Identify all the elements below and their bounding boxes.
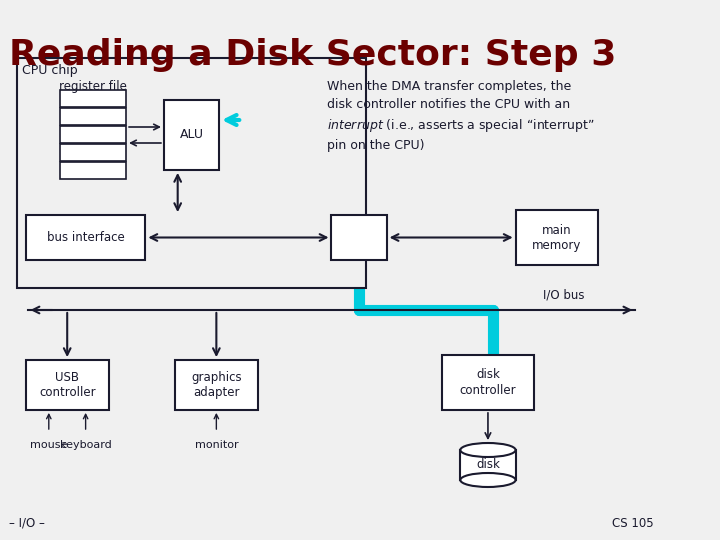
FancyBboxPatch shape [26,360,109,410]
Text: monitor: monitor [194,440,238,450]
Text: main
memory: main memory [532,224,582,252]
Text: disk: disk [476,458,500,471]
FancyBboxPatch shape [175,360,258,410]
Text: mouse: mouse [30,440,68,450]
Text: I/O bus: I/O bus [543,289,585,302]
Ellipse shape [460,443,516,457]
Text: bus interface: bus interface [47,231,125,244]
Text: When the DMA transfer completes, the
disk controller notifies the CPU with an
$\: When the DMA transfer completes, the dis… [327,80,595,152]
Text: CS 105: CS 105 [612,517,654,530]
Text: keyboard: keyboard [60,440,112,450]
FancyBboxPatch shape [164,100,219,170]
Text: – I/O –: – I/O – [9,517,45,530]
FancyBboxPatch shape [60,162,126,179]
Text: USB
controller: USB controller [39,371,96,399]
FancyBboxPatch shape [460,450,516,480]
FancyBboxPatch shape [60,144,126,161]
Text: graphics
adapter: graphics adapter [191,371,242,399]
FancyBboxPatch shape [60,108,126,125]
FancyBboxPatch shape [60,90,126,107]
Ellipse shape [460,473,516,487]
FancyBboxPatch shape [331,215,387,260]
FancyBboxPatch shape [60,126,126,143]
FancyBboxPatch shape [516,210,598,265]
Text: ALU: ALU [179,129,204,141]
FancyBboxPatch shape [26,215,145,260]
Text: disk
controller: disk controller [459,368,516,396]
Text: CPU chip: CPU chip [22,64,78,77]
FancyBboxPatch shape [442,355,534,410]
Text: Reading a Disk Sector: Step 3: Reading a Disk Sector: Step 3 [9,38,616,72]
Text: register file: register file [59,80,127,93]
FancyBboxPatch shape [17,58,366,288]
